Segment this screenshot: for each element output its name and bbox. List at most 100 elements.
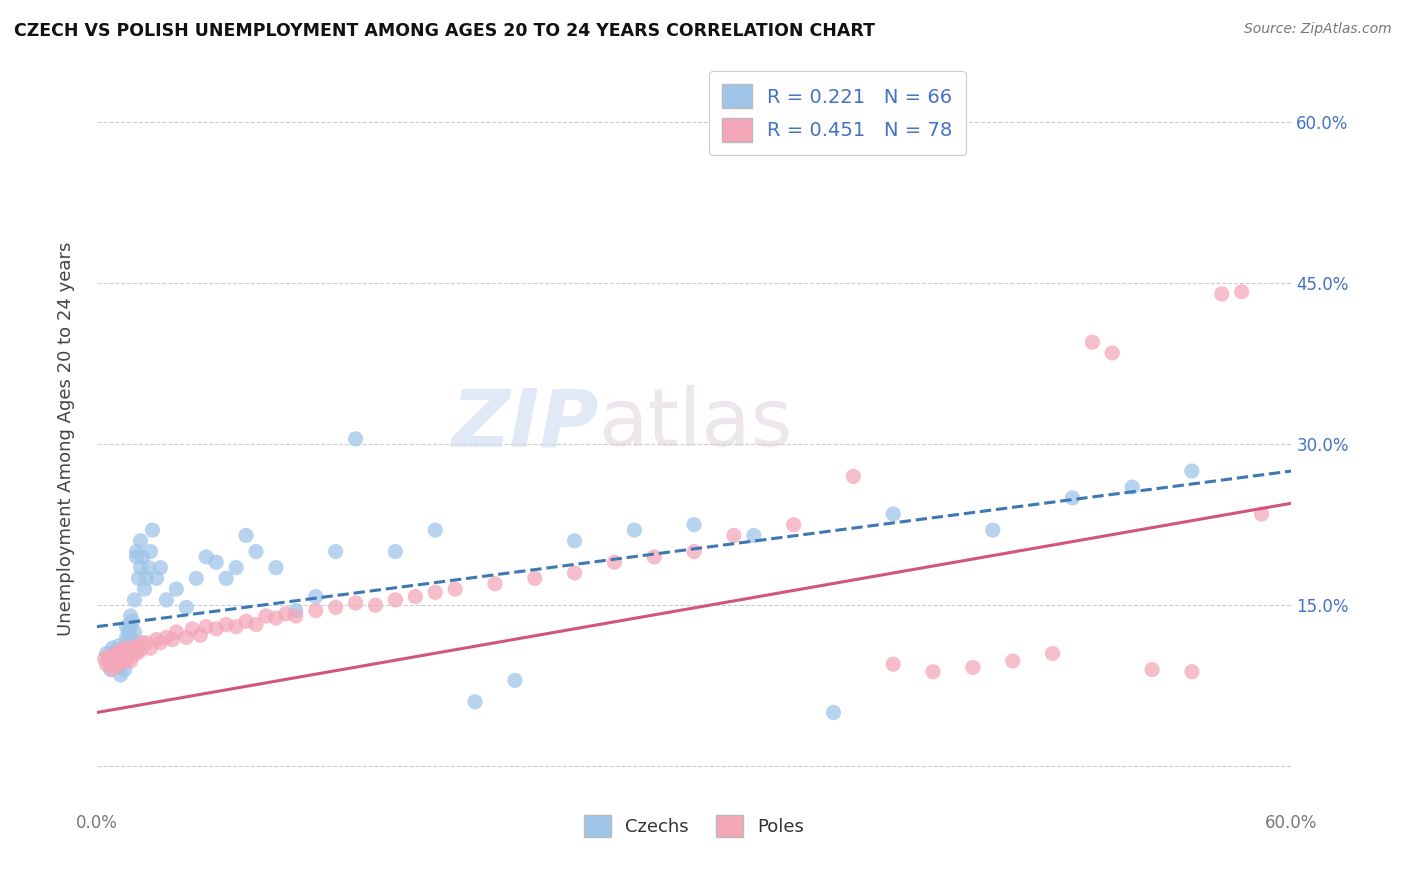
Point bbox=[1121, 480, 1143, 494]
Point bbox=[120, 609, 142, 624]
Point bbox=[121, 632, 143, 647]
Point bbox=[603, 555, 626, 569]
Point bbox=[922, 665, 945, 679]
Point bbox=[145, 571, 167, 585]
Point bbox=[104, 657, 127, 672]
Point bbox=[1062, 491, 1084, 505]
Point bbox=[135, 636, 157, 650]
Point bbox=[683, 544, 706, 558]
Point bbox=[842, 469, 865, 483]
Point bbox=[165, 625, 187, 640]
Point bbox=[215, 617, 238, 632]
Point bbox=[683, 517, 706, 532]
Point bbox=[188, 628, 211, 642]
Point bbox=[1101, 346, 1123, 360]
Text: Source: ZipAtlas.com: Source: ZipAtlas.com bbox=[1244, 22, 1392, 37]
Point bbox=[138, 560, 160, 574]
Point bbox=[404, 590, 426, 604]
Point bbox=[523, 571, 546, 585]
Point bbox=[125, 639, 148, 653]
Point bbox=[384, 544, 406, 558]
Point bbox=[120, 654, 142, 668]
Point bbox=[124, 625, 146, 640]
Point bbox=[120, 620, 142, 634]
Point bbox=[114, 663, 136, 677]
Point bbox=[186, 571, 208, 585]
Point bbox=[1081, 335, 1104, 350]
Point bbox=[1250, 507, 1272, 521]
Point bbox=[145, 632, 167, 647]
Point bbox=[111, 647, 134, 661]
Point bbox=[882, 507, 904, 521]
Point bbox=[117, 636, 139, 650]
Point bbox=[962, 660, 984, 674]
Point bbox=[235, 528, 257, 542]
Point bbox=[149, 560, 172, 574]
Point bbox=[100, 663, 122, 677]
Point bbox=[305, 590, 328, 604]
Point bbox=[254, 609, 277, 624]
Point bbox=[105, 647, 128, 661]
Point bbox=[128, 571, 150, 585]
Point bbox=[742, 528, 765, 542]
Point bbox=[284, 609, 307, 624]
Point bbox=[107, 657, 129, 672]
Point bbox=[115, 654, 138, 668]
Point bbox=[225, 560, 247, 574]
Point bbox=[111, 647, 134, 661]
Point bbox=[96, 647, 118, 661]
Point bbox=[121, 615, 143, 629]
Point bbox=[823, 706, 845, 720]
Point bbox=[96, 657, 118, 672]
Point bbox=[131, 549, 153, 564]
Point bbox=[149, 636, 172, 650]
Point bbox=[124, 592, 146, 607]
Point bbox=[135, 571, 157, 585]
Point bbox=[111, 654, 134, 668]
Point bbox=[1211, 287, 1233, 301]
Point bbox=[325, 600, 347, 615]
Point bbox=[125, 549, 148, 564]
Point bbox=[129, 560, 152, 574]
Point bbox=[503, 673, 526, 688]
Point bbox=[1001, 654, 1024, 668]
Point bbox=[782, 517, 804, 532]
Point bbox=[1042, 647, 1064, 661]
Point bbox=[264, 560, 287, 574]
Text: CZECH VS POLISH UNEMPLOYMENT AMONG AGES 20 TO 24 YEARS CORRELATION CHART: CZECH VS POLISH UNEMPLOYMENT AMONG AGES … bbox=[14, 22, 875, 40]
Point bbox=[117, 647, 139, 661]
Point bbox=[105, 652, 128, 666]
Point bbox=[121, 647, 143, 661]
Point bbox=[1181, 665, 1204, 679]
Point bbox=[125, 647, 148, 661]
Point bbox=[129, 643, 152, 657]
Point bbox=[344, 596, 367, 610]
Point bbox=[274, 607, 297, 621]
Text: atlas: atlas bbox=[599, 385, 793, 463]
Point bbox=[484, 576, 506, 591]
Point bbox=[114, 641, 136, 656]
Point bbox=[107, 649, 129, 664]
Y-axis label: Unemployment Among Ages 20 to 24 years: Unemployment Among Ages 20 to 24 years bbox=[58, 242, 75, 636]
Point bbox=[115, 620, 138, 634]
Point bbox=[131, 636, 153, 650]
Point bbox=[105, 643, 128, 657]
Point bbox=[464, 695, 486, 709]
Point bbox=[425, 523, 447, 537]
Point bbox=[195, 549, 218, 564]
Point bbox=[114, 641, 136, 656]
Point bbox=[981, 523, 1004, 537]
Point bbox=[344, 432, 367, 446]
Point bbox=[325, 544, 347, 558]
Point bbox=[139, 641, 162, 656]
Point bbox=[444, 582, 467, 596]
Point bbox=[115, 631, 138, 645]
Point bbox=[121, 641, 143, 656]
Point bbox=[93, 652, 115, 666]
Point bbox=[384, 592, 406, 607]
Point bbox=[1181, 464, 1204, 478]
Point bbox=[425, 585, 447, 599]
Point bbox=[100, 652, 122, 666]
Point bbox=[139, 544, 162, 558]
Point bbox=[110, 657, 132, 672]
